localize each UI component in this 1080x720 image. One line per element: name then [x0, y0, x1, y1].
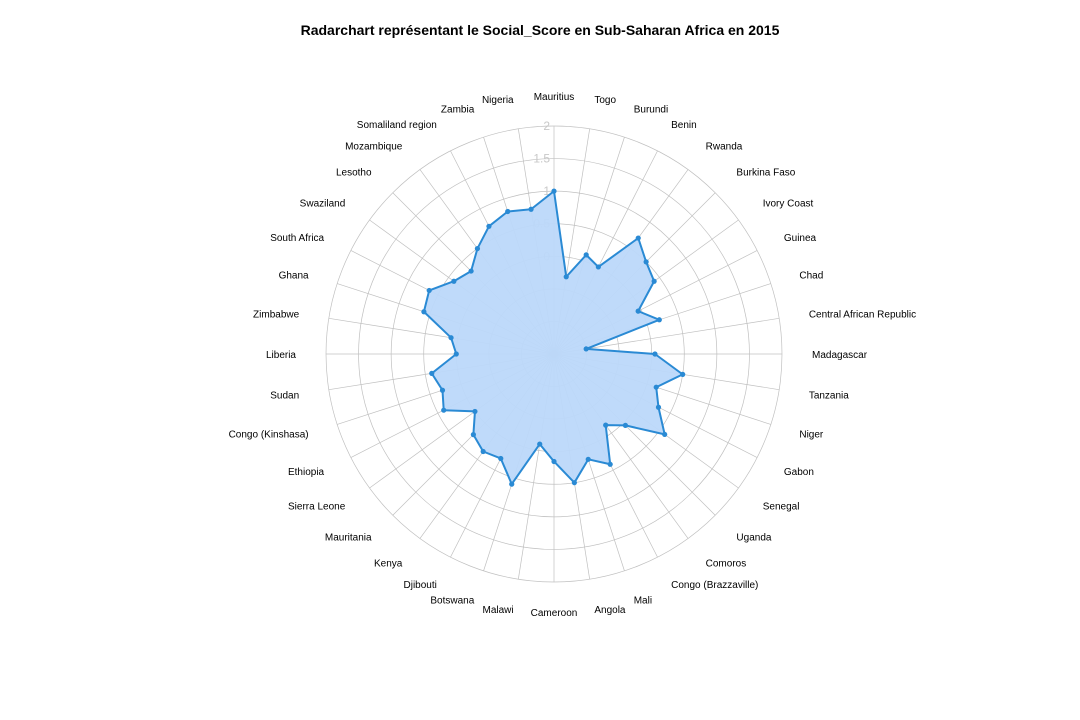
data-point	[421, 309, 427, 315]
category-label: Uganda	[736, 532, 771, 543]
data-point	[583, 252, 589, 258]
category-label: Botswana	[430, 595, 474, 606]
data-point	[429, 370, 435, 376]
data-point	[680, 371, 686, 377]
series-layer	[421, 188, 686, 487]
category-label: Madagascar	[812, 350, 868, 361]
category-label: Senegal	[763, 502, 800, 513]
category-label: Rwanda	[706, 141, 743, 152]
data-point	[656, 317, 662, 323]
category-label: Ethiopia	[288, 467, 325, 478]
data-point	[622, 422, 628, 428]
category-label: Tanzania	[809, 390, 849, 401]
category-label: Mauritius	[534, 92, 575, 103]
category-label: Cameroon	[531, 608, 578, 619]
category-label: Central African Republic	[809, 310, 916, 321]
data-point	[498, 455, 504, 462]
category-label: Liberia	[266, 350, 296, 361]
data-point	[652, 351, 658, 357]
data-point	[571, 480, 577, 486]
category-label: Burundi	[634, 105, 668, 116]
category-label: Somaliland region	[357, 120, 437, 131]
data-point	[480, 448, 486, 455]
data-point	[468, 268, 474, 274]
category-label: Mali	[634, 595, 652, 606]
grid-spoke	[553, 317, 780, 355]
category-label: Chad	[799, 270, 823, 281]
data-point	[441, 407, 447, 413]
data-point	[486, 223, 492, 229]
data-point	[563, 274, 569, 280]
category-label: Congo (Kinshasa)	[229, 430, 309, 441]
data-point	[551, 458, 557, 465]
data-point	[472, 408, 478, 415]
radial-tick-label: 1.5	[533, 152, 550, 166]
data-point	[595, 264, 601, 270]
category-label: Mozambique	[345, 141, 403, 152]
category-label: Angola	[594, 605, 626, 616]
category-label: Niger	[799, 430, 824, 441]
data-point	[635, 308, 641, 314]
data-point	[528, 206, 534, 212]
data-point	[451, 278, 457, 284]
data-point	[474, 245, 481, 252]
data-point	[448, 335, 454, 341]
radial-tick-label: 1	[543, 184, 550, 198]
data-point	[585, 456, 591, 462]
data-point	[603, 422, 609, 428]
category-label: Lesotho	[336, 168, 372, 179]
category-label: Swaziland	[300, 198, 346, 209]
data-point	[653, 384, 659, 390]
category-label: Ghana	[279, 270, 309, 281]
category-label: Sudan	[270, 390, 299, 401]
chart-title: Radarchart représentant le Social_Score …	[300, 22, 780, 38]
category-label: Zimbabwe	[253, 310, 300, 321]
category-label: Sierra Leone	[288, 502, 346, 513]
category-label: Malawi	[483, 605, 514, 616]
data-point	[635, 235, 641, 241]
data-point	[509, 481, 515, 487]
data-point	[651, 278, 657, 284]
category-label: Nigeria	[482, 95, 514, 106]
category-label: South Africa	[270, 233, 324, 244]
radial-tick-label: 2	[543, 119, 550, 133]
category-label: Comoros	[706, 559, 747, 570]
data-point	[470, 432, 476, 438]
data-point	[643, 259, 649, 265]
category-label: Djibouti	[404, 580, 437, 591]
category-label: Mauritania	[325, 532, 372, 543]
series-area	[422, 190, 684, 486]
data-point	[607, 461, 613, 467]
category-label: Benin	[671, 120, 697, 131]
data-point	[426, 287, 432, 294]
data-point	[655, 404, 662, 410]
data-point	[551, 188, 557, 194]
category-label: Togo	[594, 95, 616, 106]
data-point	[662, 431, 668, 438]
data-point	[505, 208, 511, 215]
category-label: Zambia	[441, 105, 475, 116]
data-point	[439, 387, 446, 393]
category-label: Guinea	[784, 233, 817, 244]
category-label: Kenya	[374, 559, 403, 570]
category-label: Burkina Faso	[736, 168, 795, 179]
data-point	[537, 441, 543, 447]
category-label: Gabon	[784, 467, 814, 478]
data-point	[453, 351, 459, 357]
data-point	[583, 346, 589, 352]
category-label: Congo (Brazzaville)	[671, 580, 758, 591]
category-label: Ivory Coast	[763, 198, 814, 209]
